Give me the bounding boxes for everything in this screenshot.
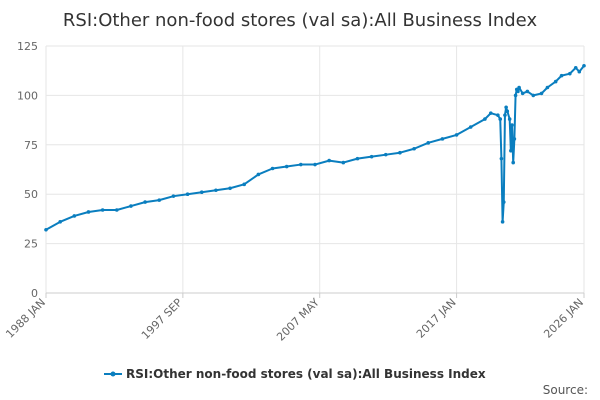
data-point [299,162,303,167]
data-point [568,71,572,76]
data-point [100,208,105,212]
x-tick-label: 1997 SEP [139,296,185,342]
data-point [454,133,459,137]
data-point [270,166,275,171]
data-point [539,91,544,96]
data-point [341,160,346,165]
data-point [553,79,558,84]
chart-title: RSI:Other non-food stores (val sa):All B… [63,10,538,31]
data-point [498,117,503,121]
data-point [256,172,261,177]
data-point [573,65,578,70]
data-point [440,137,445,141]
axes: 0 25 50 75 100 125 1988 JAN 1997 SEP 2007 MAY 201… [3,40,586,344]
data-point [512,137,517,141]
data-point [114,208,119,212]
data-point [520,91,525,96]
data-point [501,200,506,204]
data-point [313,162,317,167]
data-point [369,154,374,159]
source-label: Source: [543,383,588,397]
data-point [488,111,493,115]
data-point [582,63,586,68]
data-point [355,156,360,161]
data-point [242,182,247,187]
data-point [129,204,133,208]
x-tick-label: 1988 JAN [3,296,48,341]
data-point [157,198,162,202]
data-point [516,89,520,94]
data-point [499,156,504,161]
data-point [496,113,500,117]
data-point [86,210,91,214]
y-tick-label: 75 [24,139,38,152]
y-tick-label: 125 [17,40,38,53]
data-point [199,190,204,195]
data-point [214,188,218,193]
legend-entry-label: RSI:Other non-food stores (val sa):All B… [126,367,486,381]
data-point [577,69,582,74]
data-point [383,152,388,157]
data-point [510,123,514,127]
data-point [511,160,516,165]
y-tick-label: 25 [24,238,38,251]
data-point [504,105,508,110]
data-point [58,220,62,224]
data-point [531,93,536,98]
data-point [513,93,518,98]
data-point [468,125,473,129]
data-point [500,220,505,224]
data-point [398,150,402,155]
data-point [72,214,77,218]
legend[interactable]: RSI:Other non-food stores (val sa):All B… [104,367,486,381]
data-point [426,141,431,145]
data-point [505,109,510,114]
y-tick-label: 50 [24,188,38,201]
x-tick-label: 2017 JAN [414,296,459,341]
data-point [525,89,530,94]
data-point [228,186,232,191]
data-point [284,164,289,169]
x-tick-label: 2026 JAN [541,296,586,341]
data-point [507,117,512,121]
data-point [143,200,147,204]
data-point [509,148,513,153]
y-tick-label: 0 [31,287,38,300]
data-point [185,192,190,196]
data-point [545,85,550,90]
y-tick-label: 100 [17,89,38,102]
series-line [45,64,585,231]
legend-swatch-marker [110,371,116,377]
data-point [412,146,416,151]
x-tick-label: 2007 MAY [274,296,322,344]
data-point [517,85,521,90]
data-point [503,113,507,117]
data-point [483,117,487,121]
data-point [171,194,176,198]
data-point [327,158,331,163]
series-layer [44,63,586,232]
data-point [44,227,48,232]
grid [45,45,585,293]
data-point [559,73,564,78]
